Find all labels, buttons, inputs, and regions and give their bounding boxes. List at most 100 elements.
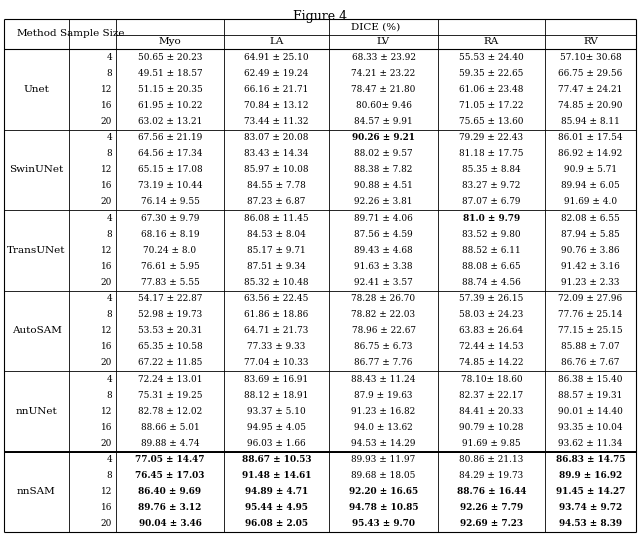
- Text: 67.56 ± 21.19: 67.56 ± 21.19: [138, 133, 202, 142]
- Text: 20: 20: [100, 117, 112, 126]
- Text: 90.88 ± 4.51: 90.88 ± 4.51: [354, 182, 413, 190]
- Text: 76.61 ± 5.95: 76.61 ± 5.95: [141, 262, 200, 271]
- Text: 91.69 ± 9.85: 91.69 ± 9.85: [462, 439, 521, 448]
- Text: 74.85 ± 20.90: 74.85 ± 20.90: [558, 101, 623, 110]
- Text: 82.08 ± 6.55: 82.08 ± 6.55: [561, 214, 620, 222]
- Text: 91.42 ± 3.16: 91.42 ± 3.16: [561, 262, 620, 271]
- Text: 87.94 ± 5.85: 87.94 ± 5.85: [561, 230, 620, 238]
- Text: 72.09 ± 27.96: 72.09 ± 27.96: [559, 294, 623, 303]
- Text: 88.38 ± 7.82: 88.38 ± 7.82: [355, 165, 413, 174]
- Text: 20: 20: [100, 519, 112, 528]
- Text: 87.51 ± 9.34: 87.51 ± 9.34: [247, 262, 306, 271]
- Text: 89.76 ± 3.12: 89.76 ± 3.12: [138, 503, 202, 512]
- Text: 86.40 ± 9.69: 86.40 ± 9.69: [138, 487, 202, 496]
- Text: AutoSAM: AutoSAM: [12, 326, 61, 335]
- Text: 82.78 ± 12.02: 82.78 ± 12.02: [138, 407, 202, 416]
- Text: 93.35 ± 10.04: 93.35 ± 10.04: [558, 423, 623, 432]
- Text: 86.08 ± 11.45: 86.08 ± 11.45: [244, 214, 309, 222]
- Text: 77.15 ± 25.15: 77.15 ± 25.15: [558, 326, 623, 335]
- Text: 88.76 ± 16.44: 88.76 ± 16.44: [457, 487, 526, 496]
- Text: 57.39 ± 26.15: 57.39 ± 26.15: [460, 294, 524, 303]
- Text: 88.67 ± 10.53: 88.67 ± 10.53: [242, 455, 311, 464]
- Text: 93.37 ± 5.10: 93.37 ± 5.10: [247, 407, 306, 416]
- Text: 72.44 ± 14.53: 72.44 ± 14.53: [459, 343, 524, 351]
- Text: 77.04 ± 10.33: 77.04 ± 10.33: [244, 359, 308, 367]
- Text: 68.16 ± 8.19: 68.16 ± 8.19: [141, 230, 199, 238]
- Text: 89.43 ± 4.68: 89.43 ± 4.68: [354, 246, 413, 255]
- Text: 63.83 ± 26.64: 63.83 ± 26.64: [460, 326, 524, 335]
- Text: 77.76 ± 25.14: 77.76 ± 25.14: [558, 310, 623, 319]
- Text: 73.44 ± 11.32: 73.44 ± 11.32: [244, 117, 308, 126]
- Text: 4: 4: [106, 294, 112, 303]
- Text: 88.66 ± 5.01: 88.66 ± 5.01: [141, 423, 200, 432]
- Text: 51.15 ± 20.35: 51.15 ± 20.35: [138, 85, 202, 94]
- Text: 4: 4: [106, 133, 112, 142]
- Text: 91.45 ± 14.27: 91.45 ± 14.27: [556, 487, 625, 496]
- Text: 88.02 ± 9.57: 88.02 ± 9.57: [354, 149, 413, 158]
- Text: 87.23 ± 6.87: 87.23 ± 6.87: [247, 198, 306, 206]
- Text: 83.52 ± 9.80: 83.52 ± 9.80: [462, 230, 521, 238]
- Text: 12: 12: [100, 326, 112, 335]
- Text: 20: 20: [100, 278, 112, 287]
- Text: 4: 4: [106, 214, 112, 222]
- Text: 53.53 ± 20.31: 53.53 ± 20.31: [138, 326, 202, 335]
- Text: 89.93 ± 11.97: 89.93 ± 11.97: [351, 455, 415, 464]
- Text: 71.05 ± 17.22: 71.05 ± 17.22: [460, 101, 524, 110]
- Text: LV: LV: [377, 38, 390, 47]
- Text: 73.19 ± 10.44: 73.19 ± 10.44: [138, 182, 202, 190]
- Text: 92.41 ± 3.57: 92.41 ± 3.57: [354, 278, 413, 287]
- Text: 84.57 ± 9.91: 84.57 ± 9.91: [354, 117, 413, 126]
- Text: 83.43 ± 14.34: 83.43 ± 14.34: [244, 149, 308, 158]
- Text: 57.10± 30.68: 57.10± 30.68: [560, 53, 621, 62]
- Text: 84.53 ± 8.04: 84.53 ± 8.04: [247, 230, 306, 238]
- Text: TransUNet: TransUNet: [7, 246, 66, 255]
- Text: 81.18 ± 17.75: 81.18 ± 17.75: [460, 149, 524, 158]
- Text: 88.57 ± 19.31: 88.57 ± 19.31: [558, 390, 623, 400]
- Text: 12: 12: [100, 487, 112, 496]
- Text: 78.96 ± 22.67: 78.96 ± 22.67: [351, 326, 415, 335]
- Text: 61.06 ± 23.48: 61.06 ± 23.48: [460, 85, 524, 94]
- Text: 92.26 ± 7.79: 92.26 ± 7.79: [460, 503, 523, 512]
- Text: 86.76 ± 7.67: 86.76 ± 7.67: [561, 359, 620, 367]
- Text: 66.75 ± 29.56: 66.75 ± 29.56: [558, 69, 623, 78]
- Text: RA: RA: [484, 38, 499, 47]
- Text: RV: RV: [583, 38, 598, 47]
- Text: 77.33 ± 9.33: 77.33 ± 9.33: [247, 343, 306, 351]
- Text: 83.07 ± 20.08: 83.07 ± 20.08: [244, 133, 308, 142]
- Text: 86.38 ± 15.40: 86.38 ± 15.40: [558, 374, 623, 383]
- Text: 94.0 ± 13.62: 94.0 ± 13.62: [354, 423, 413, 432]
- Text: 91.23 ± 2.33: 91.23 ± 2.33: [561, 278, 620, 287]
- Text: Myo: Myo: [159, 38, 181, 47]
- Text: 83.69 ± 16.91: 83.69 ± 16.91: [244, 374, 308, 383]
- Text: 82.37 ± 22.17: 82.37 ± 22.17: [460, 390, 524, 400]
- Text: 12: 12: [100, 407, 112, 416]
- Text: 81.0 ± 9.79: 81.0 ± 9.79: [463, 214, 520, 222]
- Text: 85.94 ± 8.11: 85.94 ± 8.11: [561, 117, 620, 126]
- Text: 88.12 ± 18.91: 88.12 ± 18.91: [244, 390, 308, 400]
- Text: 58.03 ± 24.23: 58.03 ± 24.23: [460, 310, 524, 319]
- Text: 61.86 ± 18.86: 61.86 ± 18.86: [244, 310, 308, 319]
- Text: 8: 8: [106, 390, 112, 400]
- Text: 78.10± 18.60: 78.10± 18.60: [461, 374, 522, 383]
- Text: Sample Size: Sample Size: [60, 30, 125, 39]
- Text: 90.79 ± 10.28: 90.79 ± 10.28: [460, 423, 524, 432]
- Text: 52.98 ± 19.73: 52.98 ± 19.73: [138, 310, 202, 319]
- Text: 50.65 ± 20.23: 50.65 ± 20.23: [138, 53, 202, 62]
- Text: 16: 16: [100, 262, 112, 271]
- Text: Method: Method: [16, 30, 57, 39]
- Text: 4: 4: [106, 53, 112, 62]
- Text: 8: 8: [106, 310, 112, 319]
- Text: 88.74 ± 4.56: 88.74 ± 4.56: [462, 278, 521, 287]
- Text: 20: 20: [100, 198, 112, 206]
- Text: 78.28 ± 26.70: 78.28 ± 26.70: [351, 294, 415, 303]
- Text: 89.94 ± 6.05: 89.94 ± 6.05: [561, 182, 620, 190]
- Text: 77.05 ± 14.47: 77.05 ± 14.47: [135, 455, 205, 464]
- Text: 64.56 ± 17.34: 64.56 ± 17.34: [138, 149, 202, 158]
- Text: 86.01 ± 17.54: 86.01 ± 17.54: [558, 133, 623, 142]
- Text: 54.17 ± 22.87: 54.17 ± 22.87: [138, 294, 202, 303]
- Text: 89.68 ± 18.05: 89.68 ± 18.05: [351, 471, 416, 480]
- Text: 87.9 ± 19.63: 87.9 ± 19.63: [355, 390, 413, 400]
- Text: 16: 16: [100, 182, 112, 190]
- Text: 78.47 ± 21.80: 78.47 ± 21.80: [351, 85, 416, 94]
- Text: 8: 8: [106, 471, 112, 480]
